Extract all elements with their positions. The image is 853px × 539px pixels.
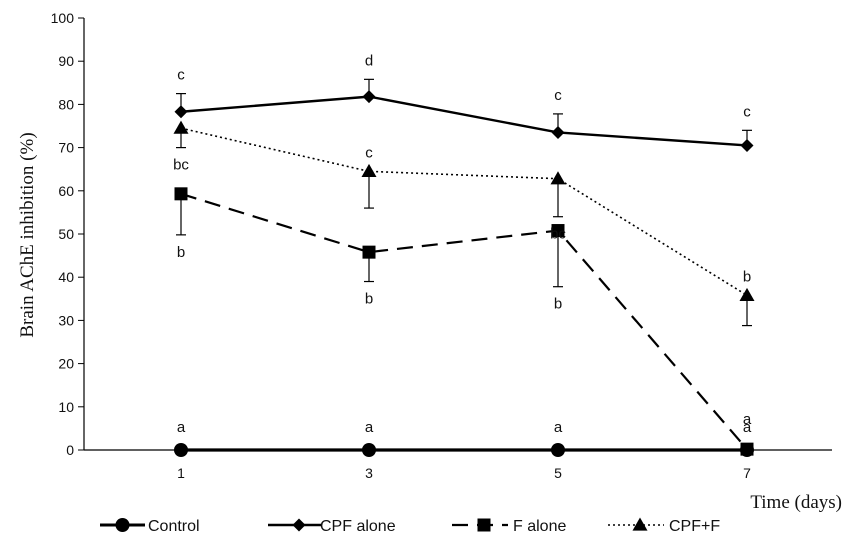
significance-label: b — [743, 268, 751, 285]
series-f-alone: b b b a — [174, 187, 754, 456]
y-tick-label: 90 — [58, 53, 74, 69]
y-tick-label: 30 — [58, 312, 74, 328]
data-point-diamond — [292, 518, 306, 532]
x-tick-label: 3 — [365, 465, 373, 481]
data-point-diamond — [740, 138, 754, 152]
series-line — [180, 95, 748, 147]
y-tick-label: 50 — [58, 226, 74, 242]
data-point-triangle — [361, 163, 377, 177]
data-point-square — [551, 224, 565, 238]
data-point-circle — [115, 518, 130, 532]
y-axis-title: Brain AChE inhibition (%) — [17, 132, 38, 337]
data-point-triangle — [739, 287, 755, 301]
legend-label: Control — [148, 518, 200, 535]
significance-label: c — [554, 87, 562, 104]
y-tick-label: 100 — [51, 10, 75, 26]
significance-label: a — [554, 419, 563, 436]
y-tick-label: 70 — [58, 140, 74, 156]
y-tick-label: 60 — [58, 183, 74, 199]
significance-label: a — [743, 419, 752, 436]
data-point-square — [174, 187, 188, 201]
y-tick-label: 10 — [58, 399, 74, 415]
significance-label: c — [177, 67, 185, 84]
data-point-circle — [740, 443, 754, 457]
legend-label: CPF+F — [669, 518, 720, 535]
legend-label: F alone — [513, 518, 566, 535]
significance-label: c — [365, 144, 373, 161]
data-point-square — [362, 245, 376, 259]
tick-labels: 0 10 20 30 40 50 60 70 80 90 100 1 3 5 7 — [51, 10, 751, 481]
data-point-diamond — [551, 125, 565, 139]
series-line — [180, 192, 748, 450]
significance-label: a — [365, 419, 374, 436]
significance-label: b — [177, 244, 185, 261]
data-point-triangle — [550, 171, 566, 185]
series-cpf-f: bc c bc b — [173, 120, 755, 327]
y-tick-label: 80 — [58, 96, 74, 112]
data-point-circle — [174, 443, 188, 457]
legend-item: CPF alone — [268, 518, 396, 535]
data-point-triangle — [632, 517, 648, 531]
data-point-circle — [362, 443, 376, 457]
data-point-circle — [551, 443, 565, 457]
legend-item: F alone — [452, 518, 566, 535]
x-tick-label: 1 — [177, 465, 185, 481]
y-tick-label: 0 — [66, 442, 74, 458]
legend-item: CPF+F — [608, 517, 720, 535]
legend-item: Control — [100, 518, 200, 535]
y-tick-label: 20 — [58, 356, 74, 372]
significance-label: b — [365, 291, 373, 308]
significance-label: a — [743, 411, 752, 428]
series-cpf-alone: c d c c — [174, 52, 754, 152]
data-point-triangle — [173, 120, 189, 134]
significance-label: b — [554, 296, 562, 313]
significance-label: c — [743, 103, 751, 120]
axes — [78, 17, 832, 456]
legend: Control CPF alone F alone CPF+F — [100, 517, 720, 535]
x-tick-label: 7 — [743, 465, 751, 481]
y-tick-label: 40 — [58, 269, 74, 285]
significance-label: a — [177, 419, 186, 436]
x-tick-label: 5 — [554, 465, 562, 481]
data-point-diamond — [174, 105, 188, 119]
data-point-square — [477, 518, 491, 532]
data-point-diamond — [362, 90, 376, 104]
significance-label: bc — [550, 226, 566, 243]
legend-label: CPF alone — [320, 518, 396, 535]
significance-label: bc — [173, 157, 189, 174]
x-axis-title: Time (days) — [750, 492, 842, 513]
significance-label: d — [365, 52, 373, 69]
series-line — [180, 127, 748, 297]
